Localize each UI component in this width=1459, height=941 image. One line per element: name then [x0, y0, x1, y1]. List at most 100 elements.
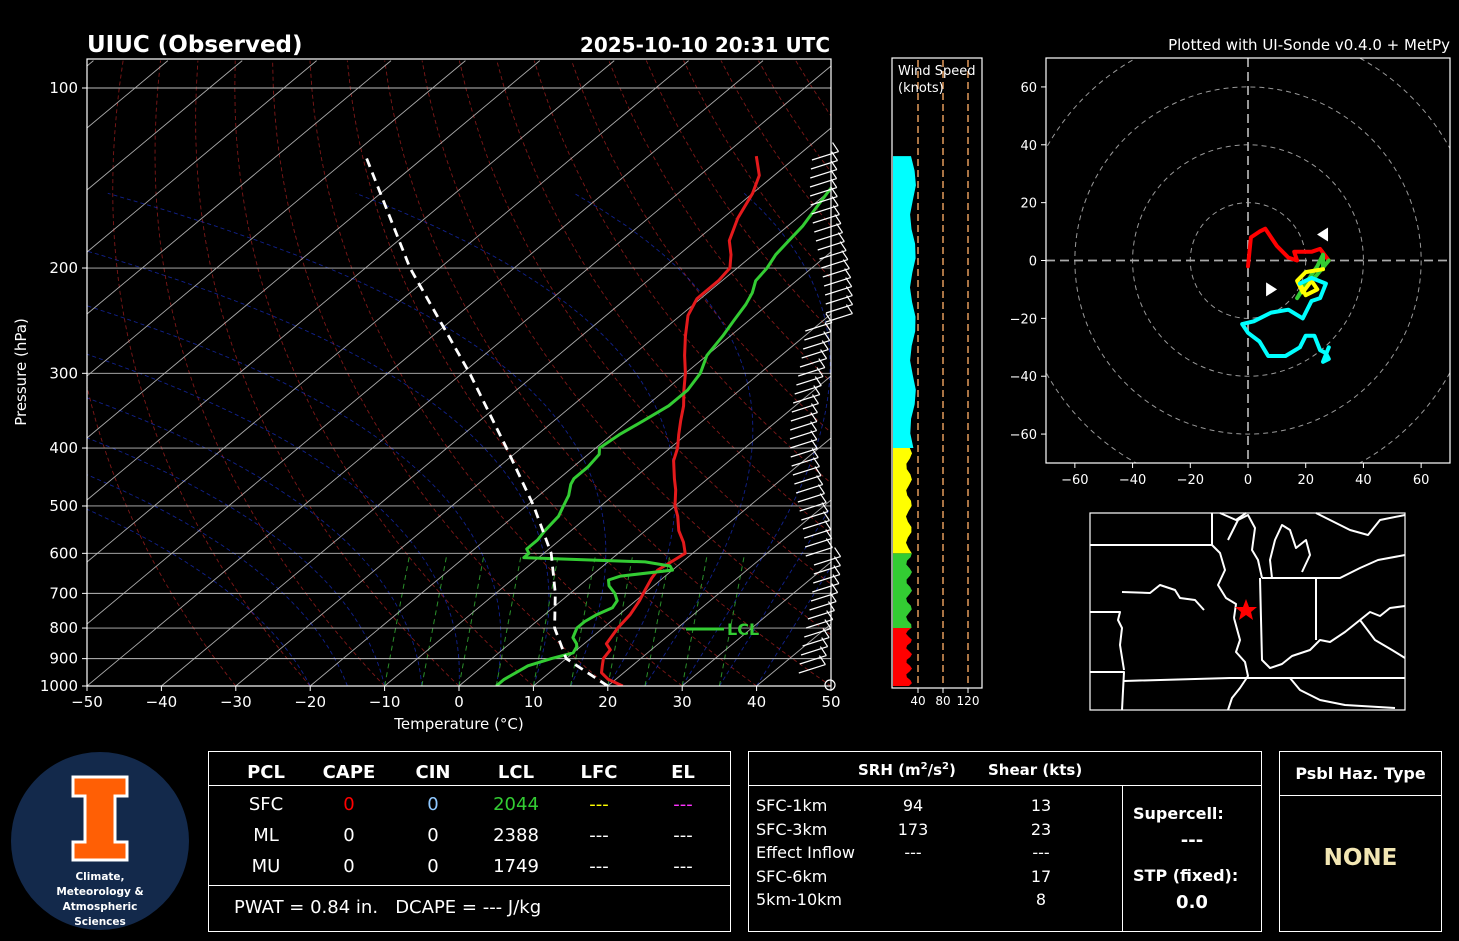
srh-header-mid: /s: [927, 761, 943, 779]
logo-line-3: Atmospheric: [62, 901, 138, 913]
wind-barb-flag: [837, 232, 845, 242]
wind-barb: [799, 358, 827, 368]
kinematics-shear-4: 8: [1035, 890, 1047, 909]
stp-value: 0.0: [1176, 892, 1208, 913]
wind-barb: [796, 376, 824, 386]
hazard-title: Psbl Haz. Type: [1295, 764, 1426, 783]
state-borders: [1090, 512, 1406, 711]
skewt-x-tick-label: −10: [369, 693, 401, 711]
kinematics-srh-2: ---: [904, 843, 922, 862]
kinematics-layer-2: Effect Inflow: [756, 843, 855, 862]
great-lakes-north: [1315, 512, 1406, 536]
dry-adiabat: [645, 60, 831, 332]
hodograph-x-tick-label: −60: [1061, 473, 1088, 488]
hodograph-x-tick-label: 20: [1297, 473, 1314, 488]
wind-speed-tick-label: 120: [957, 694, 980, 708]
skewt-xlabel: Temperature (°C): [393, 715, 523, 733]
kinematics-header-divider: [749, 785, 1261, 786]
dry-adiabat: [309, 60, 683, 686]
skewt-series-0: [600, 155, 761, 686]
wind-barb-flag: [830, 169, 838, 179]
parcel-header-cin: CIN: [415, 762, 451, 783]
parcel-cell-ml-pcl: ML: [253, 825, 279, 846]
parcel-header-cape: CAPE: [322, 762, 376, 783]
wind-barb-flag: [841, 250, 849, 260]
skewt-y-tick-label: 1000: [40, 677, 78, 695]
wind-barb: [802, 637, 830, 647]
skewt-y-tick-label: 100: [49, 79, 78, 97]
wind-barb-flag: [818, 358, 826, 368]
srh-header-suffix: ): [948, 761, 956, 779]
kinematics-layer-1: SFC-3km: [756, 819, 828, 839]
wind-barb-flag: [831, 196, 839, 206]
parcel-header-divider: [209, 785, 730, 786]
wind-barb-flag: [821, 637, 829, 647]
moist-adiabat: [87, 474, 348, 686]
hodograph-y-tick-label: 40: [1020, 139, 1037, 154]
station-title: UIUC (Observed): [87, 32, 303, 58]
wind-barb: [797, 493, 825, 503]
skewt-x-ticks: −50 −40 −30 −20 −10 0 10 20 30 40 50: [71, 686, 841, 711]
dry-adiabat: [346, 60, 757, 686]
wind-barb: [792, 394, 820, 404]
wind-barb-flag: [836, 223, 844, 233]
wind-barb-flag: [831, 583, 839, 593]
wind-barb: [807, 610, 835, 620]
wind-barb-flag: [813, 457, 820, 467]
moist-adiabat: [573, 192, 754, 686]
wind-barb: [792, 466, 820, 476]
border-in-ky: [1259, 577, 1406, 669]
parcel-cell-sfc-el: ---: [673, 794, 693, 815]
wind-barb-flag: [825, 538, 833, 548]
kinematics-srh-0: 94: [902, 796, 924, 815]
dry-adiabat: [458, 60, 831, 585]
wind-barb-flag: [832, 142, 840, 152]
wind-barb-flag: [816, 475, 824, 485]
skewt-y-tick-label: 600: [49, 544, 78, 562]
skewt-x-tick-label: 20: [598, 693, 617, 711]
hodograph-chart: −60 −60 −40 −40 −20 −20 0 0 20 20 40 40 60 60: [1010, 57, 1451, 488]
wind-barb: [801, 349, 829, 359]
skewt-background-lines: [87, 60, 831, 686]
wind-barb-flag: [822, 511, 830, 521]
parcel-cell-ml-lcl: 2388: [493, 825, 539, 846]
moist-adiabat: [107, 192, 607, 686]
storm-motion-left-marker: [1266, 282, 1278, 297]
wind-barb: [813, 556, 841, 566]
parcel-cell-mu-lcl: 1749: [493, 856, 539, 877]
moist-adiabat: [87, 353, 460, 686]
lcl-label: LCL: [727, 620, 759, 639]
parcel-cell-mu-cape: 0: [343, 856, 355, 877]
border-il-mo: [1227, 617, 1249, 711]
wind-barb: [799, 502, 827, 512]
kinematics-shear-0: 13: [1030, 796, 1052, 815]
wind-barb: [825, 295, 853, 305]
wind-speed-segment-2: [893, 448, 912, 554]
wind-barb: [795, 484, 823, 494]
wind-barb: [798, 367, 825, 377]
wind-barb: [794, 385, 822, 395]
isotherm: [87, 60, 392, 315]
wind-barb: [821, 259, 849, 269]
hazard-panel: Psbl Haz. Type NONE: [1279, 751, 1442, 932]
parcel-cell-sfc-pcl: SFC: [248, 794, 284, 815]
moist-adiabat: [87, 250, 550, 686]
wind-speed-tick-label: 80: [935, 694, 950, 708]
wind-barb-flag: [811, 448, 819, 458]
dry-adiabat: [154, 60, 385, 686]
srh-header-sup2: 2: [942, 761, 949, 772]
wind-barb-flag: [822, 628, 830, 638]
wind-barb-flag: [811, 394, 819, 404]
wind-barb-flag: [834, 214, 842, 224]
hodograph-y-tick-label: 0: [1029, 255, 1037, 270]
isotherm: [87, 60, 243, 191]
dry-adiabat: [272, 60, 609, 686]
isotherm: [681, 561, 831, 686]
wind-barb-flag: [831, 151, 839, 161]
skewt-series-2: [364, 155, 609, 686]
hodograph-y-tick-label: 60: [1020, 81, 1037, 96]
wind-barb: [814, 223, 842, 233]
calm-wind-circle: [824, 679, 836, 691]
wind-barb-flag: [825, 313, 833, 323]
hodograph-y-tick-label: −40: [1010, 370, 1037, 385]
